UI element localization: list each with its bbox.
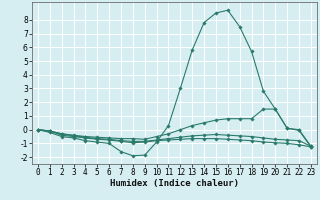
X-axis label: Humidex (Indice chaleur): Humidex (Indice chaleur): [110, 179, 239, 188]
